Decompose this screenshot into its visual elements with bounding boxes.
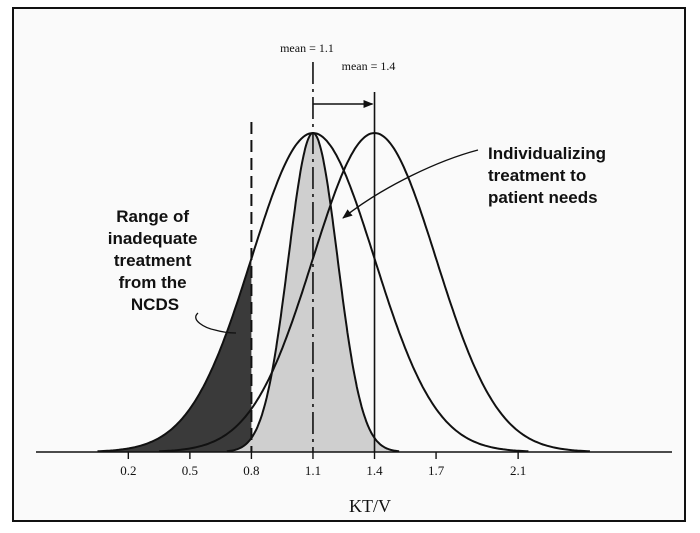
- individualizing-arrow: [342, 149, 479, 219]
- inadequate-annotation: Range of inadequate treatment from the N…: [108, 207, 202, 314]
- inadequate-annotation-line: inadequate: [108, 229, 198, 248]
- inadequate-pointer-line: [195, 312, 237, 334]
- wide-distribution-mean-1-4-curve: [159, 131, 590, 453]
- individualizing-annotation: Individualizing treatment to patient nee…: [488, 144, 611, 207]
- x-tick-label: 0.5: [182, 463, 198, 478]
- x-tick-label: 0.8: [243, 463, 259, 478]
- x-axis-ticks: 0.2 0.5 0.8 1.1 1.4 1.7 2.1: [120, 452, 526, 478]
- mean-label-1-1: mean = 1.1: [280, 41, 334, 55]
- individualizing-annotation-line: patient needs: [488, 188, 598, 207]
- x-axis-label: KT/V: [349, 496, 391, 516]
- inadequate-range-fill: [97, 258, 252, 452]
- wide-distribution-mean-1-1-curve: [97, 131, 529, 453]
- individualizing-annotation-line: Individualizing: [488, 144, 606, 163]
- inadequate-annotation-line: NCDS: [131, 295, 179, 314]
- x-tick-label: 1.1: [305, 463, 321, 478]
- x-tick-label: 2.1: [510, 463, 526, 478]
- inadequate-annotation-line: Range of: [116, 207, 189, 226]
- x-tick-label: 1.7: [428, 463, 445, 478]
- individualizing-annotation-line: treatment to: [488, 166, 586, 185]
- x-tick-label: 1.4: [366, 463, 383, 478]
- mean-label-1-4: mean = 1.4: [342, 59, 396, 73]
- x-tick-label: 0.2: [120, 463, 136, 478]
- inadequate-annotation-line: treatment: [114, 251, 192, 270]
- inadequate-annotation-line: from the: [119, 273, 187, 292]
